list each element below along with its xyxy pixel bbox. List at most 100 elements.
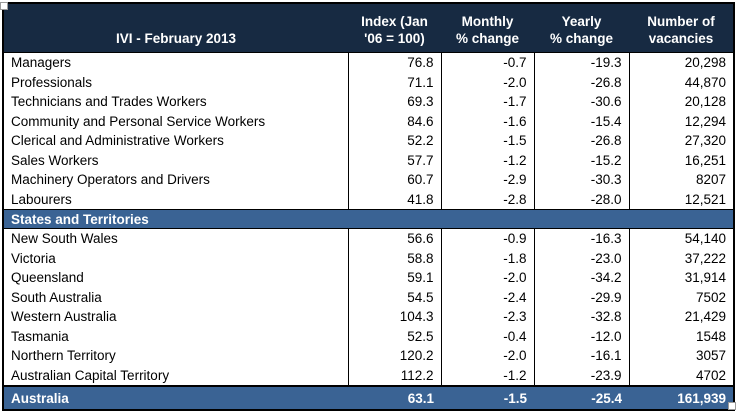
column-header-vacancies[interactable]: Number of vacancies xyxy=(629,3,734,53)
value-cell[interactable]: -2.0 xyxy=(440,72,534,92)
row-label-cell[interactable]: Managers xyxy=(11,55,72,71)
value-cell[interactable]: 57.7 xyxy=(347,150,441,170)
value-cell[interactable]: -0.7 xyxy=(440,52,534,73)
value-cell[interactable]: 41.8 xyxy=(347,189,441,210)
value-cell[interactable]: 12,521 xyxy=(628,189,734,210)
value-cell[interactable]: 104.3 xyxy=(347,307,441,327)
row-label-cell[interactable]: South Australia xyxy=(11,289,102,305)
value-cell[interactable]: -19.3 xyxy=(533,52,629,73)
row-label-cell[interactable]: Queensland xyxy=(11,270,84,286)
value-cell[interactable]: 69.3 xyxy=(347,92,441,112)
value-cell[interactable]: 21,429 xyxy=(628,307,734,327)
column-header-line: '06 = 100) xyxy=(364,31,425,47)
value-cell[interactable]: 59.1 xyxy=(347,268,441,288)
value-cell[interactable]: -1.5 xyxy=(440,131,534,151)
row-label-cell[interactable]: New South Wales xyxy=(11,231,118,247)
value-cell[interactable]: 58.8 xyxy=(347,248,441,268)
row-label-cell[interactable]: Tasmania xyxy=(11,328,69,344)
value-cell[interactable]: -23.0 xyxy=(533,248,629,268)
row-label-cell[interactable]: Technicians and Trades Workers xyxy=(11,94,207,110)
value-cell[interactable]: -2.3 xyxy=(440,307,534,327)
value-cell[interactable]: 3057 xyxy=(628,346,734,366)
row-label-cell[interactable]: Machinery Operators and Drivers xyxy=(11,172,210,188)
value-cell[interactable]: 20,298 xyxy=(628,52,734,73)
row-label-cell[interactable]: Community and Personal Service Workers xyxy=(11,113,266,129)
value-cell[interactable]: 63.1 xyxy=(348,385,441,410)
value-cell[interactable]: -2.0 xyxy=(440,346,534,366)
value-cell[interactable]: 31,914 xyxy=(628,268,734,288)
row-label-cell[interactable]: Western Australia xyxy=(11,309,117,325)
row-label-cell[interactable]: Sales Workers xyxy=(11,152,99,168)
table-title-cell[interactable]: IVI - February 2013 xyxy=(3,3,348,53)
value-cell[interactable]: 84.6 xyxy=(347,111,441,131)
column-header-index[interactable]: Index (Jan '06 = 100) xyxy=(348,3,441,53)
value-cell[interactable]: -16.1 xyxy=(533,346,629,366)
value-cell[interactable]: -2.0 xyxy=(440,268,534,288)
value-cell[interactable]: -15.2 xyxy=(533,150,629,170)
state-row: New South Wales 56.6 -0.9 -16.3 54,140 xyxy=(3,228,734,249)
value-cell[interactable]: -2.8 xyxy=(440,189,534,210)
value-cell[interactable]: -15.4 xyxy=(533,111,629,131)
australia-total-row: Australia 63.1 -1.5 -25.4 161,939 xyxy=(3,385,734,410)
selection-handle-top-left[interactable] xyxy=(0,2,8,10)
section-band-body: States and Territories xyxy=(3,209,734,229)
column-header-monthly-change[interactable]: Monthly % change xyxy=(441,3,534,53)
value-cell[interactable]: 52.5 xyxy=(347,326,441,346)
value-cell[interactable]: -34.2 xyxy=(533,268,629,288)
value-cell[interactable]: -1.7 xyxy=(440,92,534,112)
value-cell[interactable]: -1.6 xyxy=(440,111,534,131)
column-header-line: % change xyxy=(455,31,520,47)
value-cell[interactable]: 4702 xyxy=(628,365,734,386)
value-cell[interactable]: -0.9 xyxy=(440,228,534,249)
value-cell[interactable]: -30.6 xyxy=(533,92,629,112)
row-label-cell[interactable]: Australian Capital Territory xyxy=(11,367,170,383)
row-label-cell[interactable]: Clerical and Administrative Workers xyxy=(11,133,224,149)
value-cell[interactable]: -30.3 xyxy=(533,170,629,190)
column-header-yearly-change[interactable]: Yearly % change xyxy=(534,3,629,53)
value-cell[interactable]: 54.5 xyxy=(347,287,441,307)
value-cell[interactable]: -32.8 xyxy=(533,307,629,327)
row-label-cell[interactable]: Victoria xyxy=(11,250,56,266)
value-cell[interactable]: 60.7 xyxy=(347,170,441,190)
value-cell[interactable]: 20,128 xyxy=(628,92,734,112)
selection-handle-bottom-right[interactable] xyxy=(728,402,736,410)
value-cell[interactable]: -12.0 xyxy=(533,326,629,346)
state-row: Western Australia 104.3 -2.3 -32.8 21,429 xyxy=(3,307,734,327)
value-cell[interactable]: 56.6 xyxy=(347,228,441,249)
value-cell[interactable]: 120.2 xyxy=(347,346,441,366)
row-label-cell[interactable]: Professionals xyxy=(11,74,93,90)
value-cell[interactable]: -1.5 xyxy=(441,385,534,410)
value-cell[interactable]: 37,222 xyxy=(628,248,734,268)
row-label-cell[interactable]: Australia xyxy=(3,385,348,410)
value-cell[interactable]: -1.2 xyxy=(440,150,534,170)
value-cell[interactable]: 52.2 xyxy=(347,131,441,151)
value-cell[interactable]: -25.4 xyxy=(534,385,629,410)
value-cell[interactable]: -29.9 xyxy=(533,287,629,307)
row-label-cell[interactable]: Northern Territory xyxy=(11,348,116,364)
value-cell[interactable]: 112.2 xyxy=(347,365,441,386)
value-cell[interactable]: -2.4 xyxy=(440,287,534,307)
value-cell[interactable]: 27,320 xyxy=(628,131,734,151)
value-cell[interactable]: 8207 xyxy=(628,170,734,190)
section-header-states-and-territories[interactable]: States and Territories xyxy=(3,209,734,229)
value-cell[interactable]: -16.3 xyxy=(533,228,629,249)
row-label-cell[interactable]: Labourers xyxy=(11,191,72,207)
value-cell[interactable]: 44,870 xyxy=(628,72,734,92)
value-cell[interactable]: -26.8 xyxy=(533,72,629,92)
value-cell[interactable]: -2.9 xyxy=(440,170,534,190)
value-cell[interactable]: 1548 xyxy=(628,326,734,346)
value-cell[interactable]: 12,294 xyxy=(628,111,734,131)
value-cell[interactable]: 7502 xyxy=(628,287,734,307)
value-cell[interactable]: -1.8 xyxy=(440,248,534,268)
column-header-line: Yearly xyxy=(561,13,602,29)
value-cell[interactable]: -28.0 xyxy=(533,189,629,210)
value-cell[interactable]: 71.1 xyxy=(347,72,441,92)
value-cell[interactable]: 76.8 xyxy=(347,52,441,73)
value-cell[interactable]: -23.9 xyxy=(533,365,629,386)
value-cell[interactable]: -26.8 xyxy=(533,131,629,151)
value-cell[interactable]: 54,140 xyxy=(628,228,734,249)
value-cell[interactable]: -1.2 xyxy=(440,365,534,386)
value-cell[interactable]: -0.4 xyxy=(440,326,534,346)
value-cell[interactable]: 16,251 xyxy=(628,150,734,170)
value-cell[interactable]: 161,939 xyxy=(629,385,734,410)
